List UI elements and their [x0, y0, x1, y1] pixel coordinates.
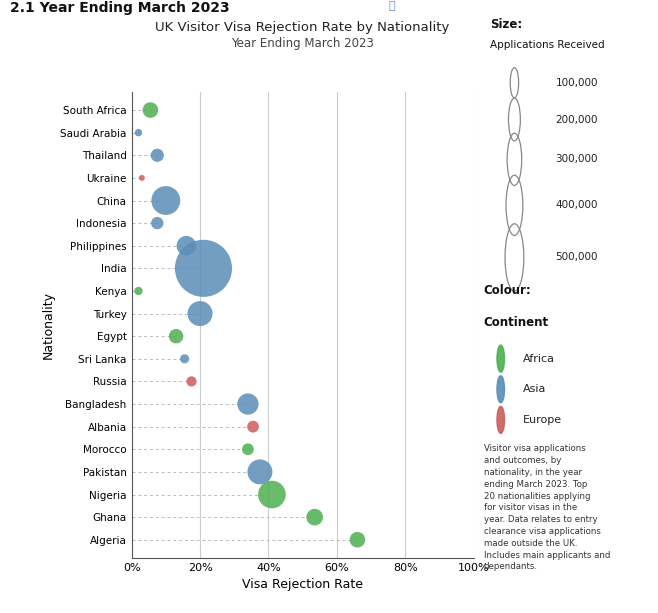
- Text: 2.1 Year Ending March 2023: 2.1 Year Ending March 2023: [10, 1, 230, 15]
- Text: 300,000: 300,000: [555, 154, 598, 164]
- Text: Visitor visa applications
and outcomes, by
nationality, in the year
ending March: Visitor visa applications and outcomes, …: [484, 444, 610, 571]
- Point: [309, 512, 320, 522]
- Point: [133, 128, 143, 137]
- Point: [255, 467, 265, 477]
- X-axis label: Visa Rejection Rate: Visa Rejection Rate: [242, 578, 363, 592]
- Text: 500,000: 500,000: [555, 253, 598, 262]
- Point: [352, 535, 363, 544]
- Point: [195, 309, 205, 319]
- Point: [171, 331, 182, 341]
- Text: Year Ending March 2023: Year Ending March 2023: [231, 37, 374, 50]
- Point: [145, 105, 156, 115]
- Point: [186, 376, 197, 386]
- Point: [248, 422, 259, 432]
- Point: [180, 354, 190, 364]
- Text: UK Visitor Visa Rejection Rate by Nationality: UK Visitor Visa Rejection Rate by Nation…: [155, 21, 450, 34]
- Point: [152, 218, 163, 228]
- Point: [181, 241, 191, 251]
- Text: ⛓: ⛓: [388, 1, 395, 11]
- Point: [152, 150, 163, 160]
- Point: [243, 444, 253, 454]
- Point: [243, 399, 253, 409]
- Text: 200,000: 200,000: [555, 115, 598, 124]
- Text: Applications Received: Applications Received: [490, 40, 605, 50]
- Text: Europe: Europe: [523, 415, 562, 425]
- Y-axis label: Nationality: Nationality: [42, 291, 55, 359]
- Circle shape: [497, 345, 505, 372]
- Text: Size:: Size:: [490, 18, 522, 31]
- Text: Asia: Asia: [523, 384, 546, 394]
- Text: 100,000: 100,000: [555, 78, 598, 88]
- Point: [266, 490, 277, 500]
- Text: Colour:: Colour:: [484, 284, 532, 297]
- Point: [198, 264, 209, 273]
- Point: [137, 173, 147, 183]
- Point: [133, 286, 143, 296]
- Text: Continent: Continent: [484, 316, 549, 329]
- Text: Africa: Africa: [523, 354, 555, 364]
- Point: [161, 196, 171, 205]
- Text: 400,000: 400,000: [555, 200, 598, 210]
- Circle shape: [497, 376, 505, 403]
- Circle shape: [497, 406, 505, 433]
